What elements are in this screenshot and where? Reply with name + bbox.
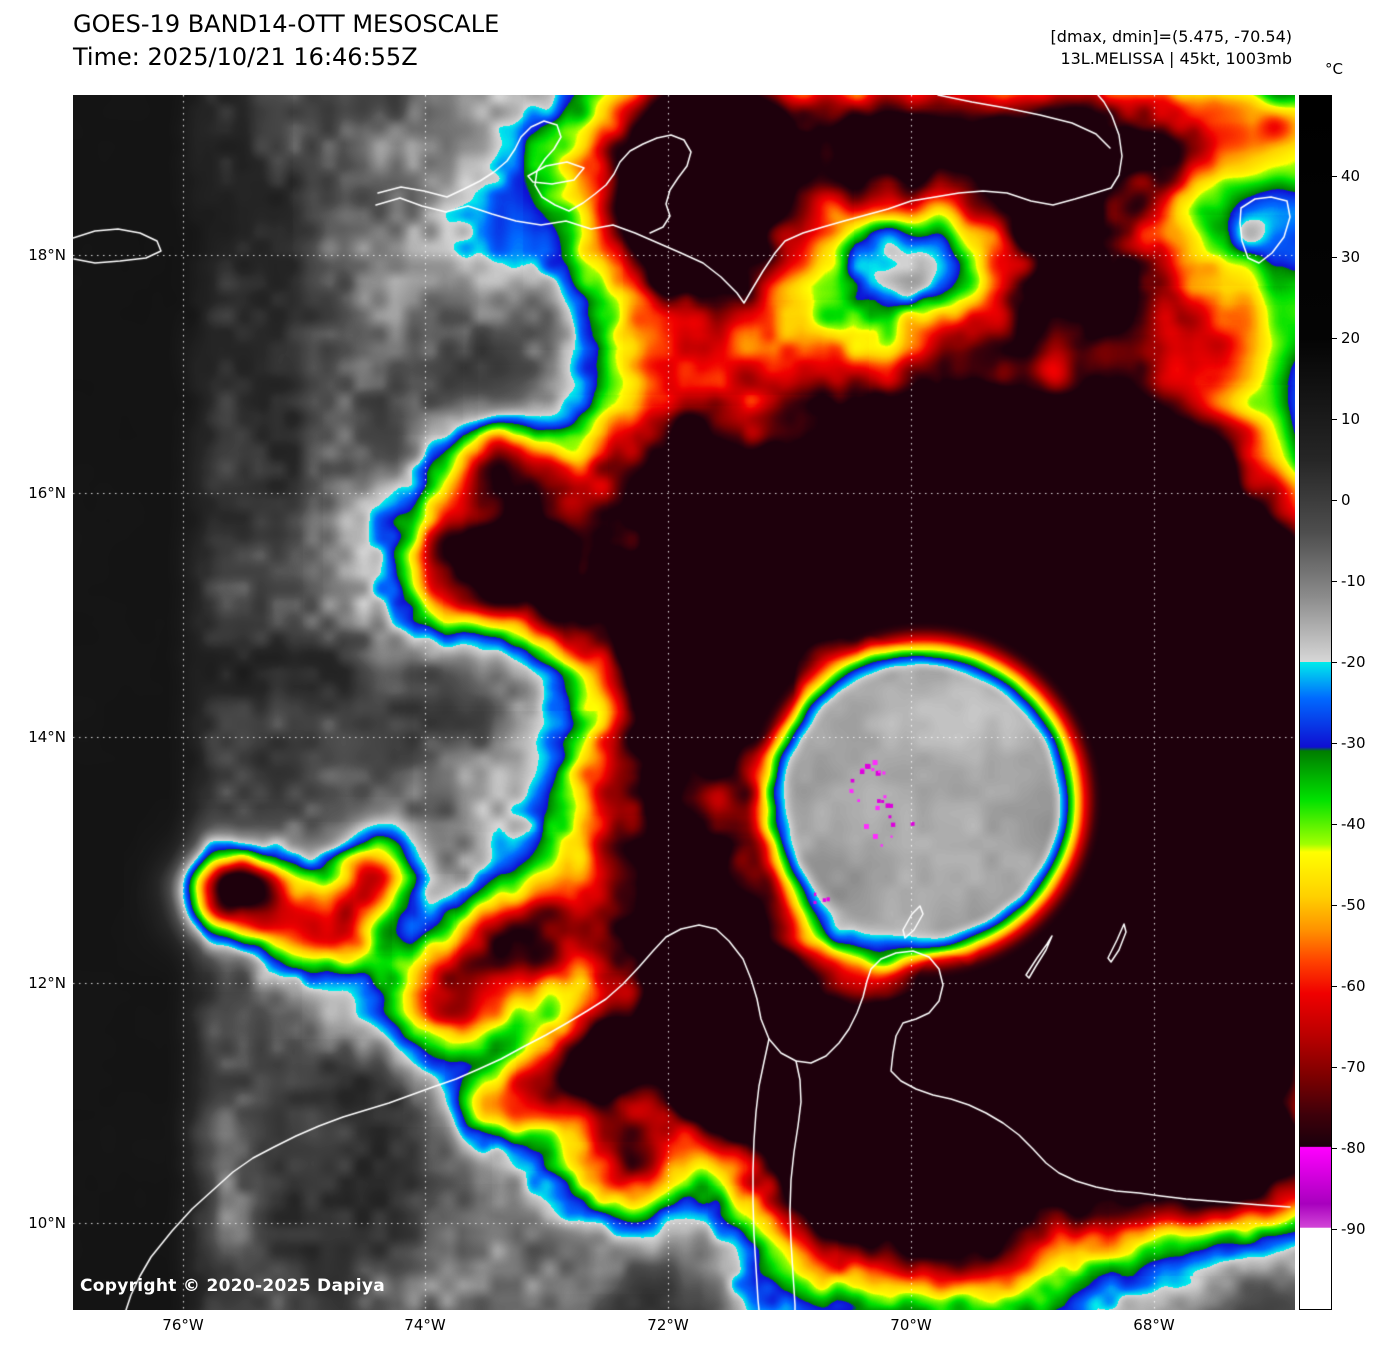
colorbar-tick-mark <box>1332 176 1337 177</box>
colorbar-tick-label: -30 <box>1341 734 1366 752</box>
colorbar-tick-label: 30 <box>1341 248 1361 266</box>
storm-readout: 13L.MELISSA | 45kt, 1003mb <box>1060 49 1292 68</box>
product-title: GOES-19 BAND14-OTT MESOSCALE <box>73 10 500 38</box>
header-right: [dmax, dmin]=(5.475, -70.54) 13L.MELISSA… <box>1051 26 1292 70</box>
colorbar-tick-label: 40 <box>1341 167 1361 185</box>
lon-label: 76°W <box>162 1316 204 1334</box>
colorbar-tick-mark <box>1332 257 1337 258</box>
colorbar-tick-label: -50 <box>1341 896 1366 914</box>
colorbar-tick-label: 20 <box>1341 329 1361 347</box>
colorbar-tick-mark <box>1332 338 1337 339</box>
colorbar-tick-label: -90 <box>1341 1220 1366 1238</box>
colorbar <box>1299 95 1332 1310</box>
lon-label: 70°W <box>890 1316 932 1334</box>
copyright-watermark: Copyright © 2020-2025 Dapiya <box>80 1276 385 1296</box>
longitude-axis: 76°W 74°W 72°W 70°W 68°W <box>0 1316 1390 1336</box>
colorbar-tick-mark <box>1332 824 1337 825</box>
header-left: GOES-19 BAND14-OTT MESOSCALE Time: 2025/… <box>73 8 499 74</box>
colorbar-tick-label: -40 <box>1341 815 1366 833</box>
colorbar-tick-label: 10 <box>1341 410 1361 428</box>
colorbar-tick-mark <box>1332 1067 1337 1068</box>
lat-label: 10°N <box>28 1214 66 1232</box>
dmax-dmin-readout: [dmax, dmin]=(5.475, -70.54) <box>1050 27 1292 46</box>
lat-label: 18°N <box>28 246 66 264</box>
latitude-axis: 18°N 16°N 14°N 12°N 10°N <box>0 0 70 1359</box>
lon-label: 68°W <box>1133 1316 1175 1334</box>
colorbar-tick-label: -10 <box>1341 572 1366 590</box>
colorbar-tick-mark <box>1332 581 1337 582</box>
colorbar-tick-mark <box>1332 1229 1337 1230</box>
colorbar-tick-label: -60 <box>1341 977 1366 995</box>
colorbar-tick-mark <box>1332 743 1337 744</box>
colorbar-tick-label: 0 <box>1341 491 1351 509</box>
colorbar-tick-mark <box>1332 500 1337 501</box>
colorbar-tick-label: -70 <box>1341 1058 1366 1076</box>
lon-label: 72°W <box>647 1316 689 1334</box>
timestamp: Time: 2025/10/21 16:46:55Z <box>73 43 418 71</box>
satellite-image <box>73 95 1295 1310</box>
colorbar-tick-mark <box>1332 905 1337 906</box>
colorbar-tick-mark <box>1332 662 1337 663</box>
colorbar-tick-mark <box>1332 419 1337 420</box>
lat-label: 16°N <box>28 484 66 502</box>
colorbar-unit: °C <box>1325 60 1343 78</box>
colorbar-tick-label: -80 <box>1341 1139 1366 1157</box>
colorbar-tick-mark <box>1332 1148 1337 1149</box>
lat-label: 12°N <box>28 974 66 992</box>
colorbar-tick-label: -20 <box>1341 653 1366 671</box>
lat-label: 14°N <box>28 728 66 746</box>
lon-label: 74°W <box>404 1316 446 1334</box>
colorbar-tick-mark <box>1332 986 1337 987</box>
